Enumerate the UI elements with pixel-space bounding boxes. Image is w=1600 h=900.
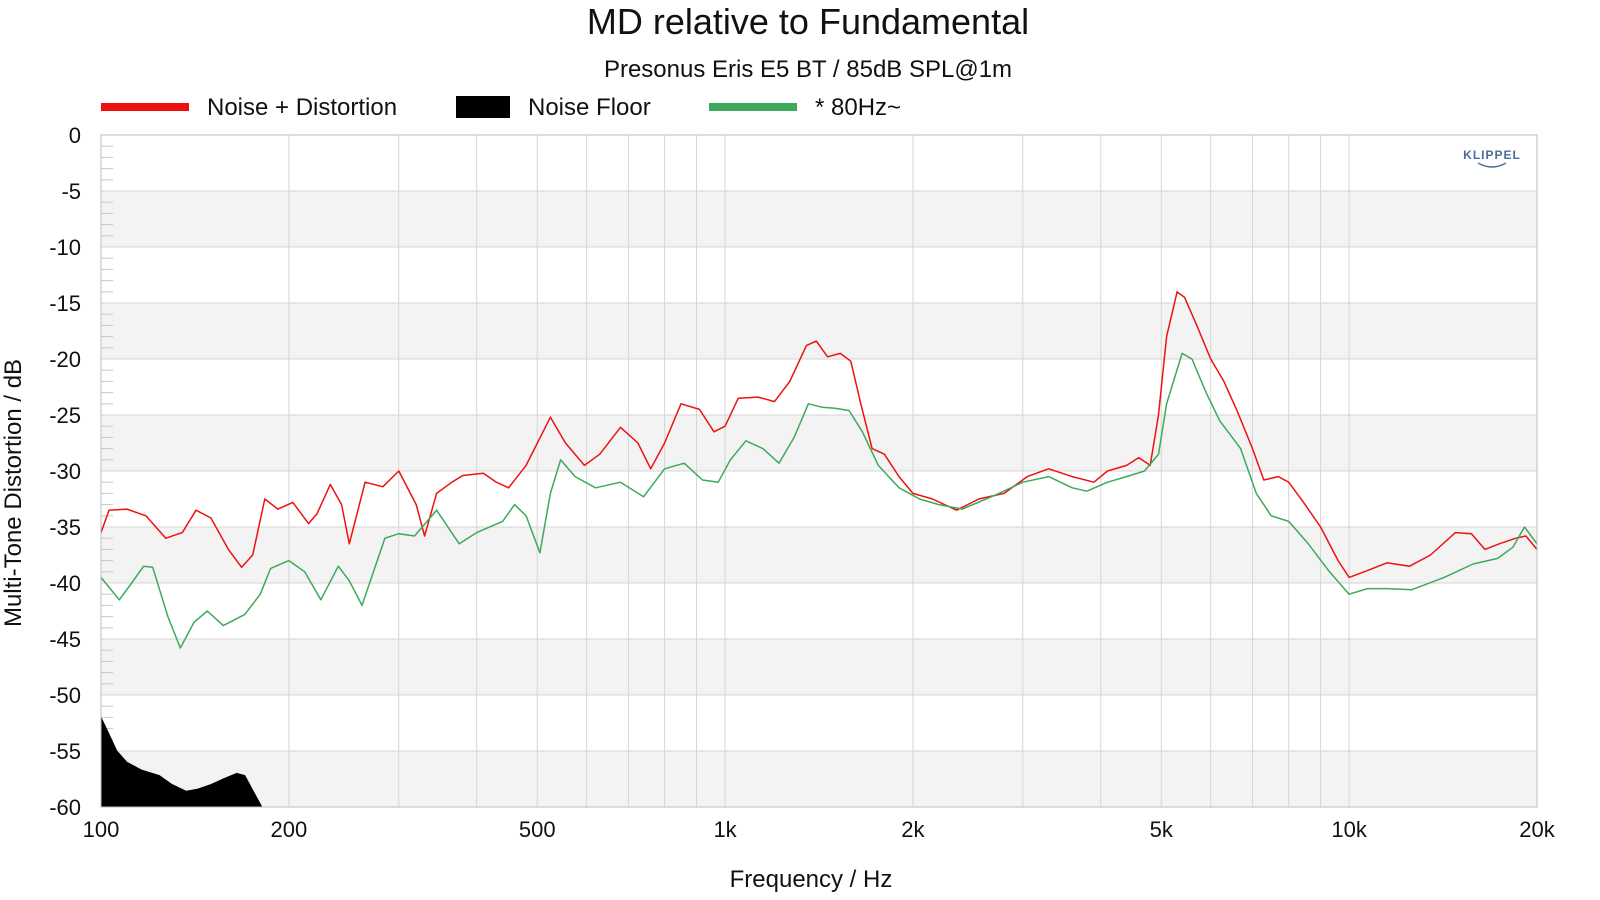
x-tick-label: 200: [271, 817, 308, 842]
klippel-logo-arc: [1477, 162, 1507, 168]
y-tick-label: -25: [49, 403, 81, 428]
y-tick-label: -45: [49, 627, 81, 652]
y-tick-label: -35: [49, 515, 81, 540]
klippel-logo-text: KLIPPEL: [1463, 148, 1521, 162]
x-tick-label: 20k: [1519, 817, 1555, 842]
plot-band: [101, 303, 1537, 359]
plot-band: [101, 191, 1537, 247]
y-tick-label: -30: [49, 459, 81, 484]
y-tick-label: 0: [69, 123, 81, 148]
y-axis-label: Multi-Tone Distortion / dB: [0, 359, 27, 627]
series-layer: [100, 291, 1538, 808]
x-tick-label: 100: [83, 817, 120, 842]
y-tick-label: -20: [49, 347, 81, 372]
legend-swatch-80hz: [709, 103, 797, 111]
x-tick-label: 5k: [1150, 817, 1174, 842]
klippel-logo: KLIPPEL: [1463, 148, 1521, 168]
x-tick-label: 500: [519, 817, 556, 842]
legend-label-80hz: * 80Hz~: [815, 94, 901, 121]
legend-swatch-noise-distortion: [101, 103, 189, 111]
series-line-noise-distortion: [100, 291, 1538, 579]
legend-label-noise-distortion: Noise + Distortion: [207, 94, 397, 121]
y-tick-label: -55: [49, 739, 81, 764]
y-tick-label: -40: [49, 571, 81, 596]
series-area-noise-floor: [100, 717, 263, 808]
legend-label-noise-floor: Noise Floor: [528, 94, 651, 121]
series-line-80hz: [100, 352, 1538, 649]
plot-band: [101, 751, 1537, 807]
plot-frame: [100, 134, 1538, 808]
x-axis-ticks: 100 200 500 1k 2k 5k 10k 20k: [83, 817, 1556, 842]
plot-band: [101, 527, 1537, 583]
legend-swatch-noise-floor: [456, 96, 510, 118]
y-tick-label: -5: [61, 179, 81, 204]
grid: [101, 135, 1538, 807]
chart-subtitle: Presonus Eris E5 BT / 85dB SPL@1m: [604, 56, 1012, 83]
x-tick-label: 2k: [901, 817, 925, 842]
plot-band: [101, 639, 1537, 695]
x-tick-label: 1k: [713, 817, 737, 842]
x-axis-label: Frequency / Hz: [730, 866, 893, 893]
legend: Noise + Distortion Noise Floor * 80Hz~: [101, 94, 901, 121]
x-tick-label: 10k: [1331, 817, 1367, 842]
y-tick-label: -60: [49, 795, 81, 820]
chart-title: MD relative to Fundamental: [587, 1, 1029, 42]
y-tick-label: -50: [49, 683, 81, 708]
y-axis-ticks: 0 -5 -10 -15 -20 -25 -30 -35 -40 -45 -50 -55 -60: [49, 123, 81, 820]
y-tick-label: -15: [49, 291, 81, 316]
y-tick-label: -10: [49, 235, 81, 260]
plot-band: [101, 415, 1537, 471]
